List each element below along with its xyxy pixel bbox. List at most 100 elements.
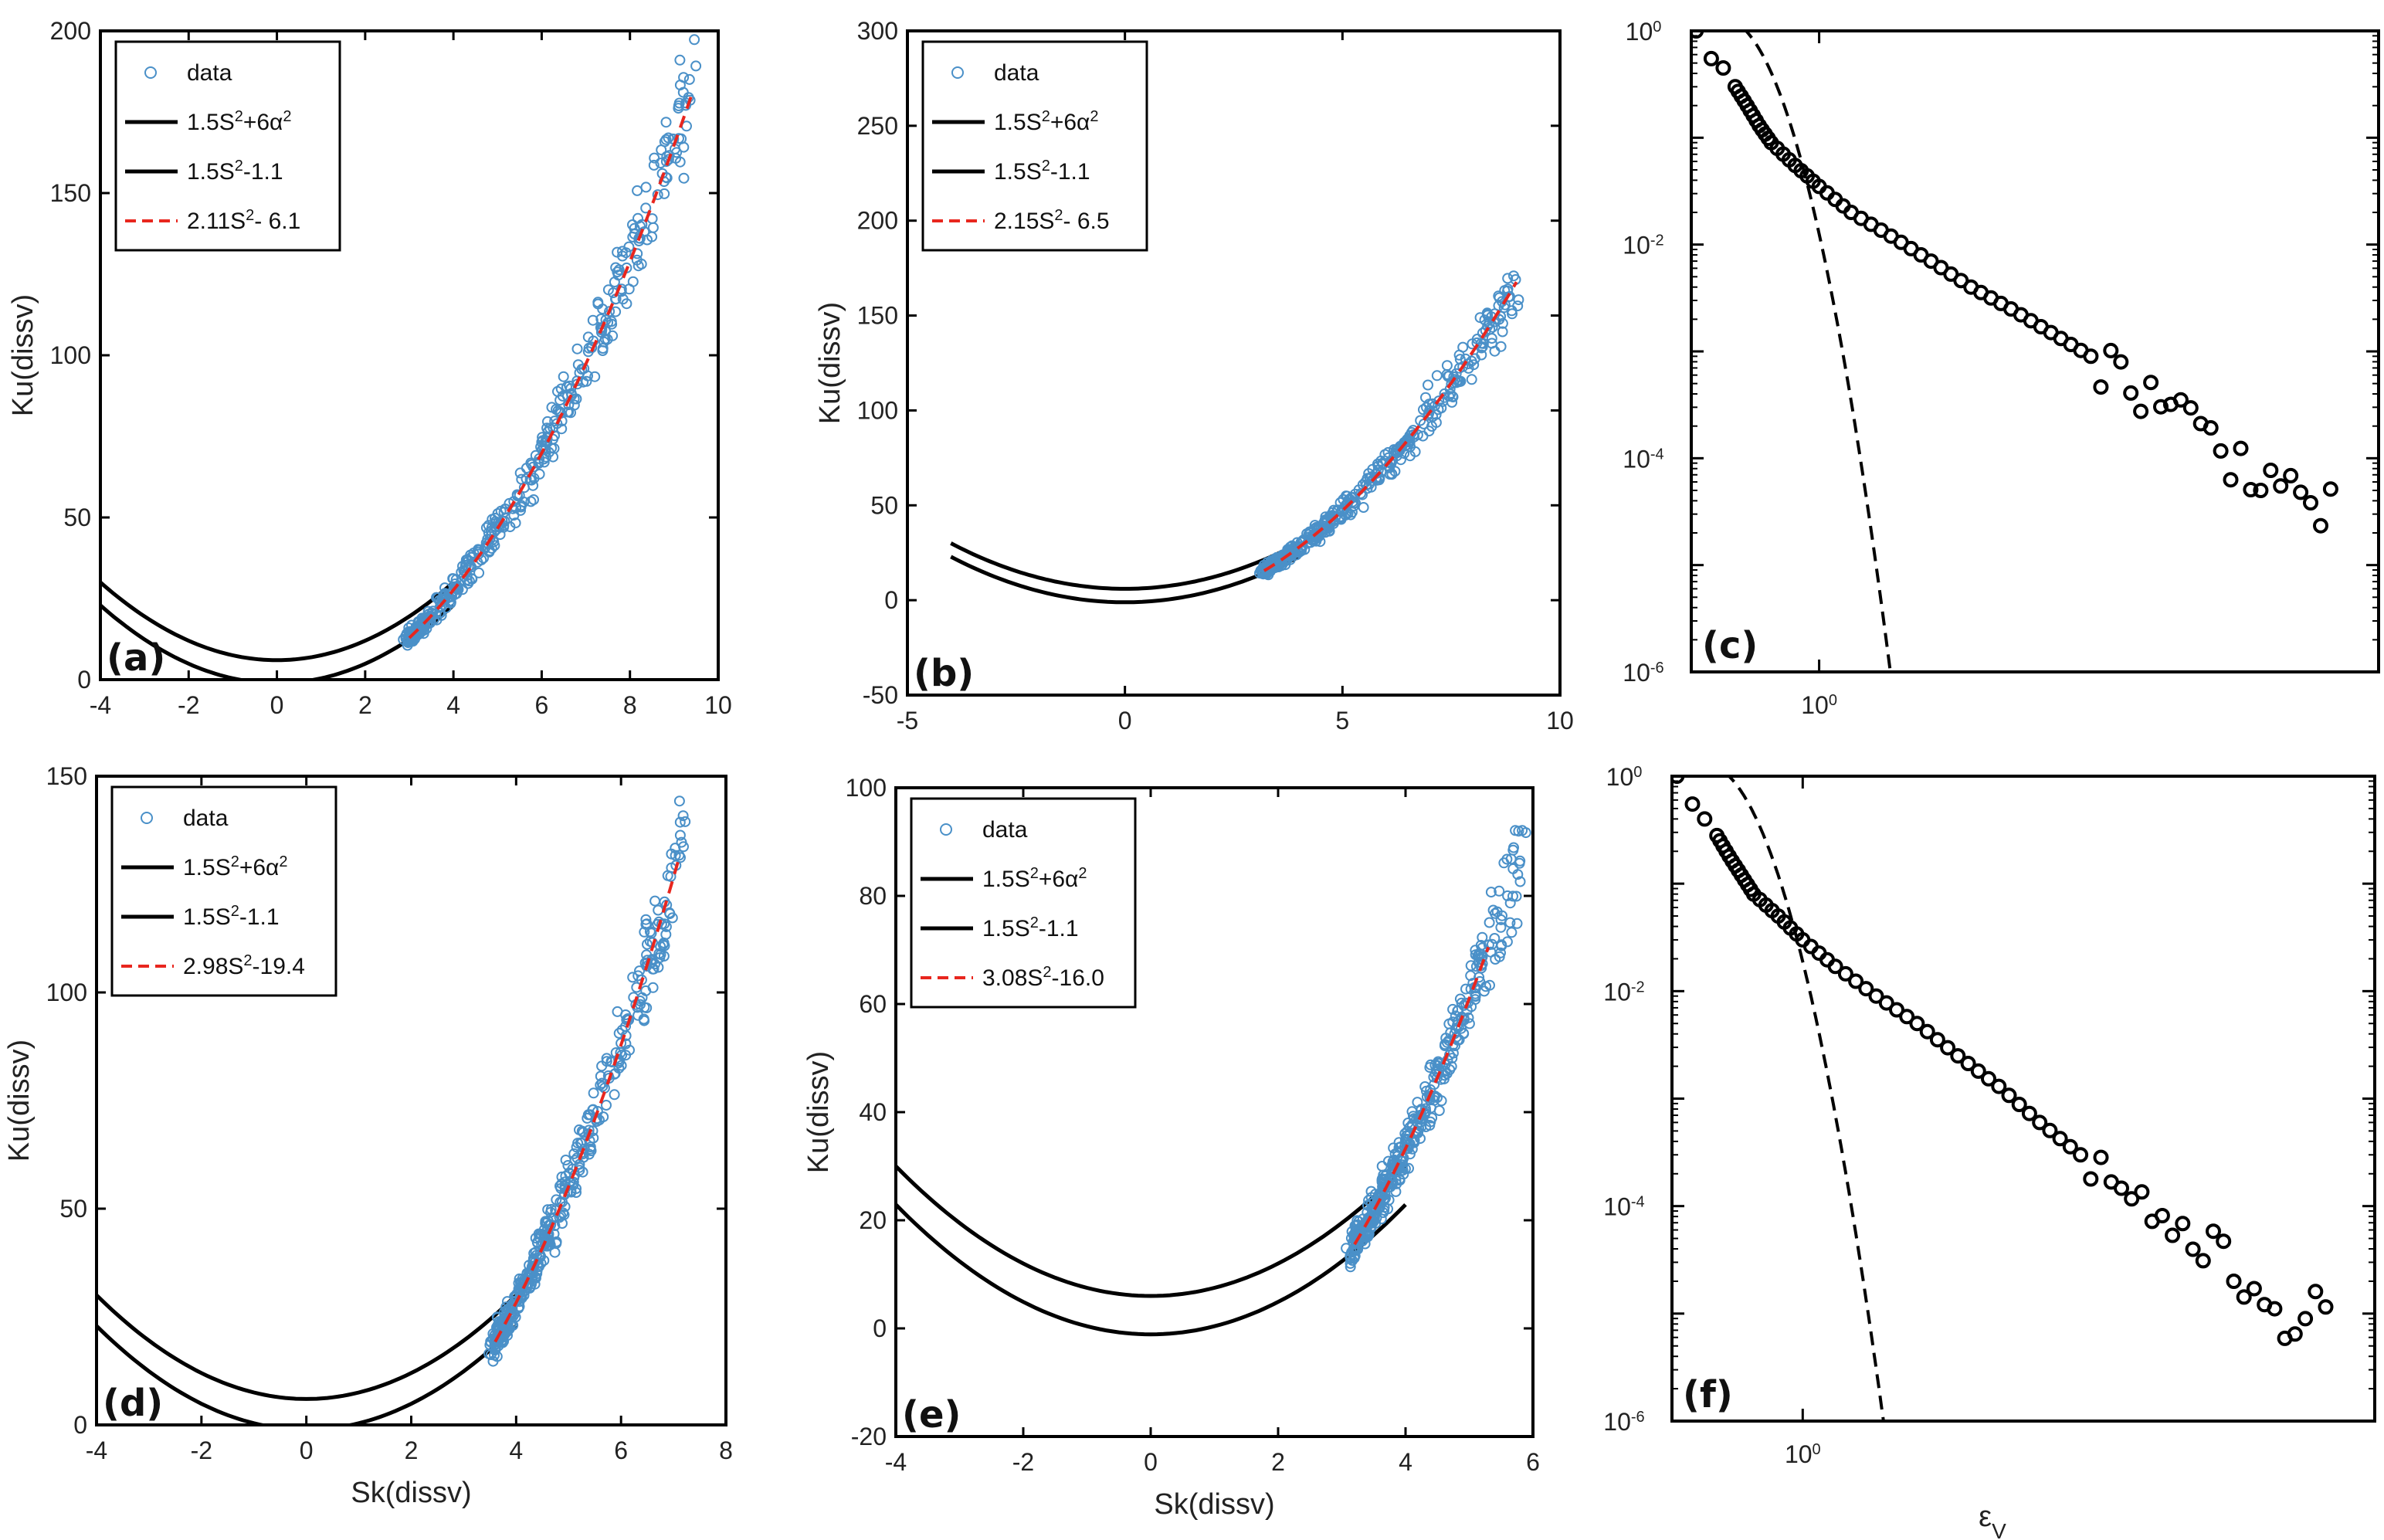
data-point xyxy=(1507,308,1518,320)
data-point xyxy=(434,602,446,613)
legend-marker-data xyxy=(951,66,964,79)
pdf-point xyxy=(2216,1233,2232,1250)
data-point xyxy=(690,60,702,72)
data-point xyxy=(1504,897,1516,909)
data-point xyxy=(528,1247,540,1259)
data-point xyxy=(1497,326,1508,338)
pdf-point xyxy=(2124,1191,2140,1207)
pdf-point xyxy=(1970,1063,1986,1079)
legend-label: data xyxy=(982,817,1028,843)
data-point xyxy=(1506,927,1518,938)
pdf-point xyxy=(2243,482,2259,497)
x-tick-label: 100 xyxy=(1785,1440,1821,1468)
pdf-point xyxy=(2083,1171,2099,1187)
data-point xyxy=(1463,1012,1474,1023)
pdf-point xyxy=(1837,965,1853,982)
data-point xyxy=(1513,826,1524,837)
legend-text-part: data xyxy=(994,60,1039,86)
data-point xyxy=(1486,333,1497,344)
y-tick-label: 50 xyxy=(870,491,898,519)
pdf-point xyxy=(2206,1223,2221,1240)
superscript: 2 xyxy=(231,853,239,870)
data-point xyxy=(655,948,666,960)
y-tick-label: 100 xyxy=(1626,18,1662,46)
data-point xyxy=(1457,341,1469,353)
data-point xyxy=(613,1027,625,1039)
legend-text-part: data xyxy=(183,806,229,831)
legend-text-part: -1.1 xyxy=(239,904,280,930)
data-point xyxy=(612,1006,623,1017)
y-tick-label: 150 xyxy=(50,179,91,207)
data-point xyxy=(1445,388,1457,400)
legend-label: 3.08S2-16.0 xyxy=(982,964,1104,991)
curve-1.5S2+6α2 xyxy=(97,1294,518,1401)
legend-text-part: 1.5S xyxy=(187,159,235,185)
data-point xyxy=(1372,460,1384,472)
data-point xyxy=(597,345,609,356)
y-tick-label: -20 xyxy=(851,1423,887,1450)
panel-d: -4 -2 0 2 4 6 8 0 50 100 150 Ku(dissv) Sk(dissv) data… xyxy=(3,762,733,1509)
y-tick-label: 10-2 xyxy=(1603,978,1644,1006)
data-point xyxy=(609,1089,620,1101)
y-tick-label: 0 xyxy=(873,1314,887,1342)
y-tick-label: 80 xyxy=(859,882,887,910)
pdf-point xyxy=(1950,1048,1966,1064)
pdf-point xyxy=(2083,348,2099,365)
data-point xyxy=(1408,1111,1419,1122)
pdf-point xyxy=(2165,1227,2181,1243)
superscript: 2 xyxy=(1054,207,1063,224)
curve-1.5S2-1.1 xyxy=(97,1325,518,1425)
x-tick-label: 0 xyxy=(1144,1448,1158,1476)
superscript: 2 xyxy=(231,903,239,920)
tick-exponent: 0 xyxy=(1829,692,1837,709)
pdf-point xyxy=(2293,484,2309,500)
data-point xyxy=(436,609,447,621)
data-point xyxy=(627,972,639,983)
y-tick-label: 0 xyxy=(77,666,91,694)
legend-box xyxy=(921,40,1148,252)
data-point xyxy=(592,298,604,310)
legend-text-part: 2.11S xyxy=(187,209,246,234)
y-axis-label: Ku(dissv) xyxy=(814,302,846,424)
data-point xyxy=(1440,1066,1451,1077)
pdf-point xyxy=(2267,1301,2283,1317)
legend-label: data xyxy=(187,60,232,86)
legend-text-part: -19.4 xyxy=(253,954,305,979)
x-tick-label: 0 xyxy=(300,1437,314,1464)
data-point xyxy=(1495,921,1507,933)
y-tick-label: 10-4 xyxy=(1623,445,1663,473)
tick-exponent: -4 xyxy=(1650,446,1664,463)
pdf-point xyxy=(1899,1009,1915,1025)
pdf-point xyxy=(1868,988,1884,1004)
legend-text-part: -1.1 xyxy=(1039,916,1079,941)
data-point xyxy=(627,276,639,287)
data-point xyxy=(583,1148,595,1160)
x-tick-label: -4 xyxy=(885,1448,907,1476)
data-point xyxy=(1289,546,1301,558)
data-point xyxy=(655,158,666,169)
legend-box xyxy=(910,797,1137,1009)
pdf-point xyxy=(2143,375,2159,391)
y-axis-label: Ku(dissv) xyxy=(802,1051,835,1173)
panel-label: (c) xyxy=(1702,624,1758,667)
panel-a: -4 -2 0 2 4 6 8 10050100150200Ku(dissv)data1.5S… xyxy=(7,17,732,719)
data-point xyxy=(1359,1238,1371,1250)
data-point xyxy=(1447,1047,1459,1059)
legend-label: 1.5S2-1.1 xyxy=(994,158,1090,185)
superscript: 2 xyxy=(1042,158,1050,175)
data-point xyxy=(674,156,686,168)
data-point xyxy=(641,1002,653,1013)
data-point xyxy=(1485,887,1497,898)
pdf-point xyxy=(2113,354,2129,370)
data-point xyxy=(461,574,473,585)
x-tick-label: 4 xyxy=(446,691,460,719)
legend-label: 2.15S2- 6.5 xyxy=(994,207,1110,234)
pdf-point xyxy=(2287,1326,2303,1342)
x-tick-label: 2 xyxy=(1271,1448,1285,1476)
pdf-point xyxy=(1940,1040,1956,1056)
xlabel-base: ε xyxy=(1979,1501,1992,1533)
data-point xyxy=(554,395,566,406)
data-point xyxy=(1505,853,1517,865)
plot-area xyxy=(950,270,1524,605)
pdf-point xyxy=(2172,392,2189,408)
